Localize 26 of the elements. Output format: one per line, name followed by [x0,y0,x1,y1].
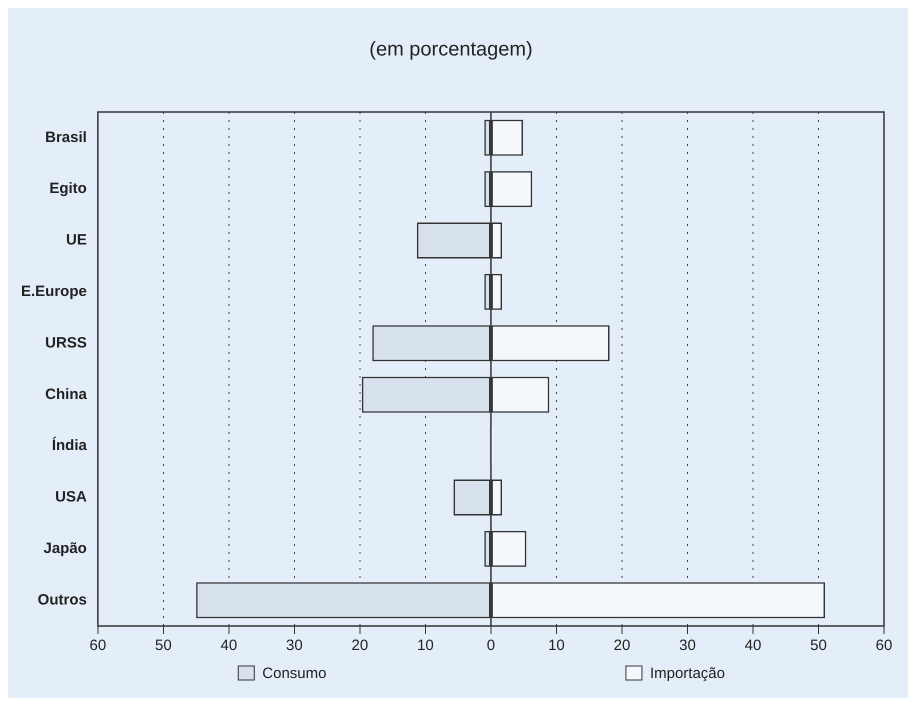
y-tick-label: China [45,386,88,403]
x-tick-label: 20 [614,637,630,654]
x-tick-label: 60 [90,637,106,654]
y-tick-label: Egito [49,180,87,198]
x-tick-label: 0 [486,637,496,654]
legend-label: Consumo [262,665,326,682]
y-tick-label: URSS [45,334,87,352]
y-tick-label: Japão [43,540,87,558]
x-tick-label: 30 [679,637,696,654]
x-tick-label: 10 [548,637,565,654]
chart-title: (em porcentagem) [369,38,533,61]
x-tick-label: 50 [155,637,172,654]
y-tick-label: USA [55,488,88,506]
x-tick-label: 40 [220,637,238,654]
x-tick-label: 50 [810,637,827,654]
y-tick-label: UE [66,232,87,249]
x-tick-label: 10 [417,637,434,654]
x-tick-label: 30 [286,637,303,654]
x-tick-label: 60 [876,637,892,654]
y-tick-label: E.Europe [20,283,87,300]
y-tick-label: Outros [38,591,87,608]
x-tick-label: 40 [744,637,762,654]
y-tick-label: Índia [52,436,88,454]
y-tick-label: Brasil [45,128,87,146]
x-tick-label: 20 [352,637,368,654]
legend-label: Importação [650,665,725,682]
